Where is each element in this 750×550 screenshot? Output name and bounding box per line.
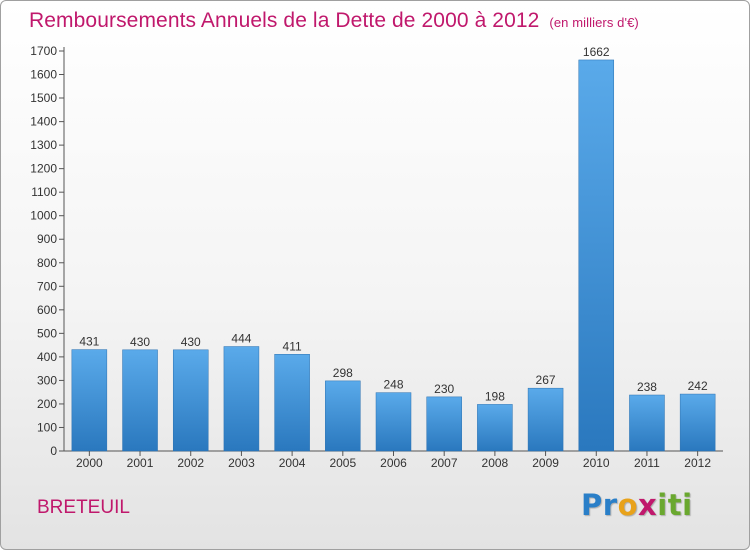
bar-value-label: 430	[181, 335, 201, 349]
chart-title-text: Remboursements Annuels de la Dette de 20…	[29, 9, 540, 32]
bar	[578, 59, 615, 452]
proxiti-logo: Proxiti	[581, 488, 693, 522]
y-tick-label: 400	[37, 350, 57, 364]
bar	[426, 396, 462, 452]
bar-value-label: 238	[637, 380, 657, 394]
y-tick-label: 900	[37, 232, 57, 246]
bar	[375, 392, 412, 452]
bar	[71, 349, 108, 452]
bar	[679, 393, 716, 452]
y-tick-label: 1000	[30, 209, 57, 223]
bar-value-label: 1662	[583, 45, 610, 59]
y-tick-label: 1700	[30, 44, 57, 58]
bar-value-label: 430	[130, 335, 150, 349]
bar	[527, 387, 564, 452]
y-tick-label: 0	[50, 444, 57, 458]
logo-letter: r	[602, 488, 618, 522]
y-tick-label: 1300	[30, 138, 57, 152]
bar	[325, 380, 361, 452]
y-tick-label: 300	[37, 373, 57, 387]
x-tick-label: 2002	[177, 456, 204, 470]
logo-letter: x	[638, 488, 658, 522]
y-tick-label: 200	[37, 397, 57, 411]
x-tick-label: 2011	[634, 456, 660, 470]
x-tick-label: 2008	[482, 456, 509, 470]
bar	[122, 349, 158, 452]
x-tick-label: 2010	[583, 456, 610, 470]
x-tick-label: 2012	[684, 456, 711, 470]
logo-letter: t	[667, 488, 683, 522]
chart-title: Remboursements Annuels de la Dette de 20…	[29, 9, 639, 33]
logo-letter: i	[682, 488, 693, 522]
y-tick-label: 1500	[30, 91, 57, 105]
bar	[629, 394, 665, 452]
x-tick-label: 2006	[380, 456, 407, 470]
y-tick-label: 700	[37, 279, 57, 293]
bar-value-label: 242	[688, 379, 708, 393]
bar-value-label: 198	[485, 389, 505, 403]
y-tick-label: 1400	[30, 115, 57, 129]
y-tick-label: 100	[37, 420, 57, 434]
y-tick-label: 500	[37, 326, 57, 340]
x-tick-label: 2003	[228, 456, 255, 470]
x-tick-label: 2001	[127, 456, 154, 470]
commune-name: BRETEUIL	[37, 497, 130, 518]
y-tick-label: 600	[37, 303, 57, 317]
logo-letter: P	[581, 488, 603, 522]
bar-value-label: 267	[536, 373, 556, 387]
bar-value-label: 431	[79, 335, 99, 349]
x-tick-label: 2000	[76, 456, 103, 470]
y-tick-label: 1200	[30, 162, 57, 176]
bar-value-label: 230	[434, 382, 454, 396]
bar	[223, 346, 260, 452]
bar	[477, 404, 513, 452]
x-tick-label: 2009	[532, 456, 559, 470]
bar	[172, 349, 209, 452]
bar-value-label: 444	[231, 332, 251, 346]
bar-value-label: 248	[383, 378, 403, 392]
y-tick-label: 1100	[31, 185, 57, 199]
chart-subtitle: (en milliers d'€)	[549, 15, 639, 30]
x-tick-label: 2004	[279, 456, 306, 470]
logo-letter: i	[657, 488, 668, 522]
bar-value-label: 411	[283, 339, 302, 353]
y-tick-label: 1600	[30, 68, 57, 82]
bar	[274, 354, 310, 452]
x-tick-label: 2005	[329, 456, 356, 470]
x-tick-label: 2007	[431, 456, 458, 470]
y-tick-label: 800	[37, 256, 57, 270]
bar-value-label: 298	[333, 366, 353, 380]
logo-letter: o	[617, 488, 639, 522]
